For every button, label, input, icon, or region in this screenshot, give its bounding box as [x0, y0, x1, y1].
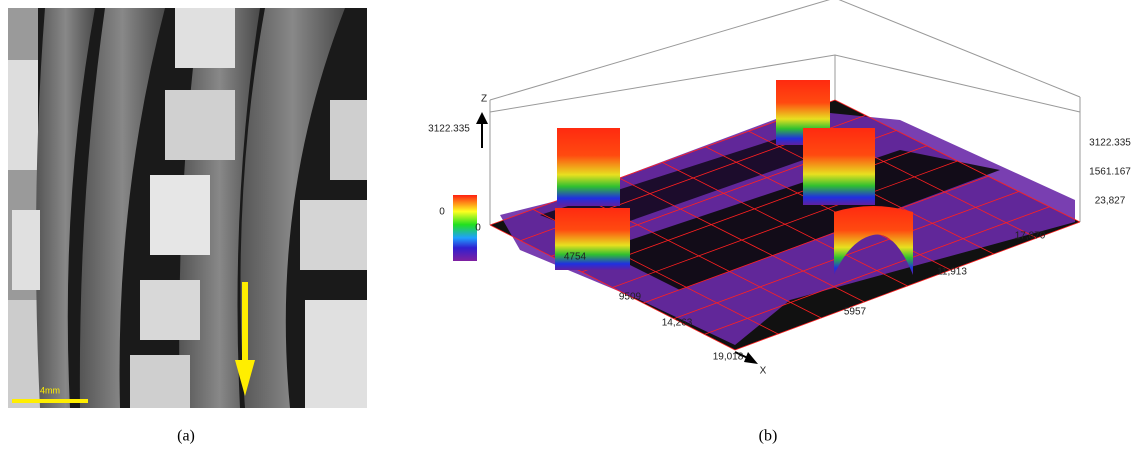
caption: (b): [759, 428, 778, 445]
z-tick-label: 3122.335: [1089, 138, 1131, 149]
x-tick-label: 19,018: [713, 352, 744, 363]
scale-bar-label: 4mm: [40, 385, 60, 395]
z-axis-name: Z: [481, 94, 487, 105]
grid-line: [834, 99, 1081, 223]
y-tick-label: 11,913: [937, 267, 967, 278]
grid-line: [489, 224, 736, 351]
grid-line: [662, 162, 908, 287]
surface-plot: [453, 0, 1081, 364]
x-axis-name: X: [760, 366, 767, 377]
x-tick-label: 4754: [564, 252, 587, 263]
z-axis-bottom: 0: [475, 223, 481, 234]
y-tick-label: 17,870: [1015, 231, 1046, 242]
color-bar-label: 0: [439, 207, 445, 218]
micrograph: 4mm: [8, 8, 367, 408]
y-tick-label: 5957: [844, 307, 867, 318]
grid-line: [619, 177, 865, 303]
x-tick-label: 9509: [619, 292, 642, 303]
z-tick-label: 1561.167: [1089, 167, 1131, 178]
caption: (a): [177, 428, 195, 445]
x-tick-label: 14,263: [662, 318, 693, 329]
y-tick-label: 23,827: [1095, 196, 1126, 207]
z-axis-top: 3122.335: [428, 124, 470, 135]
